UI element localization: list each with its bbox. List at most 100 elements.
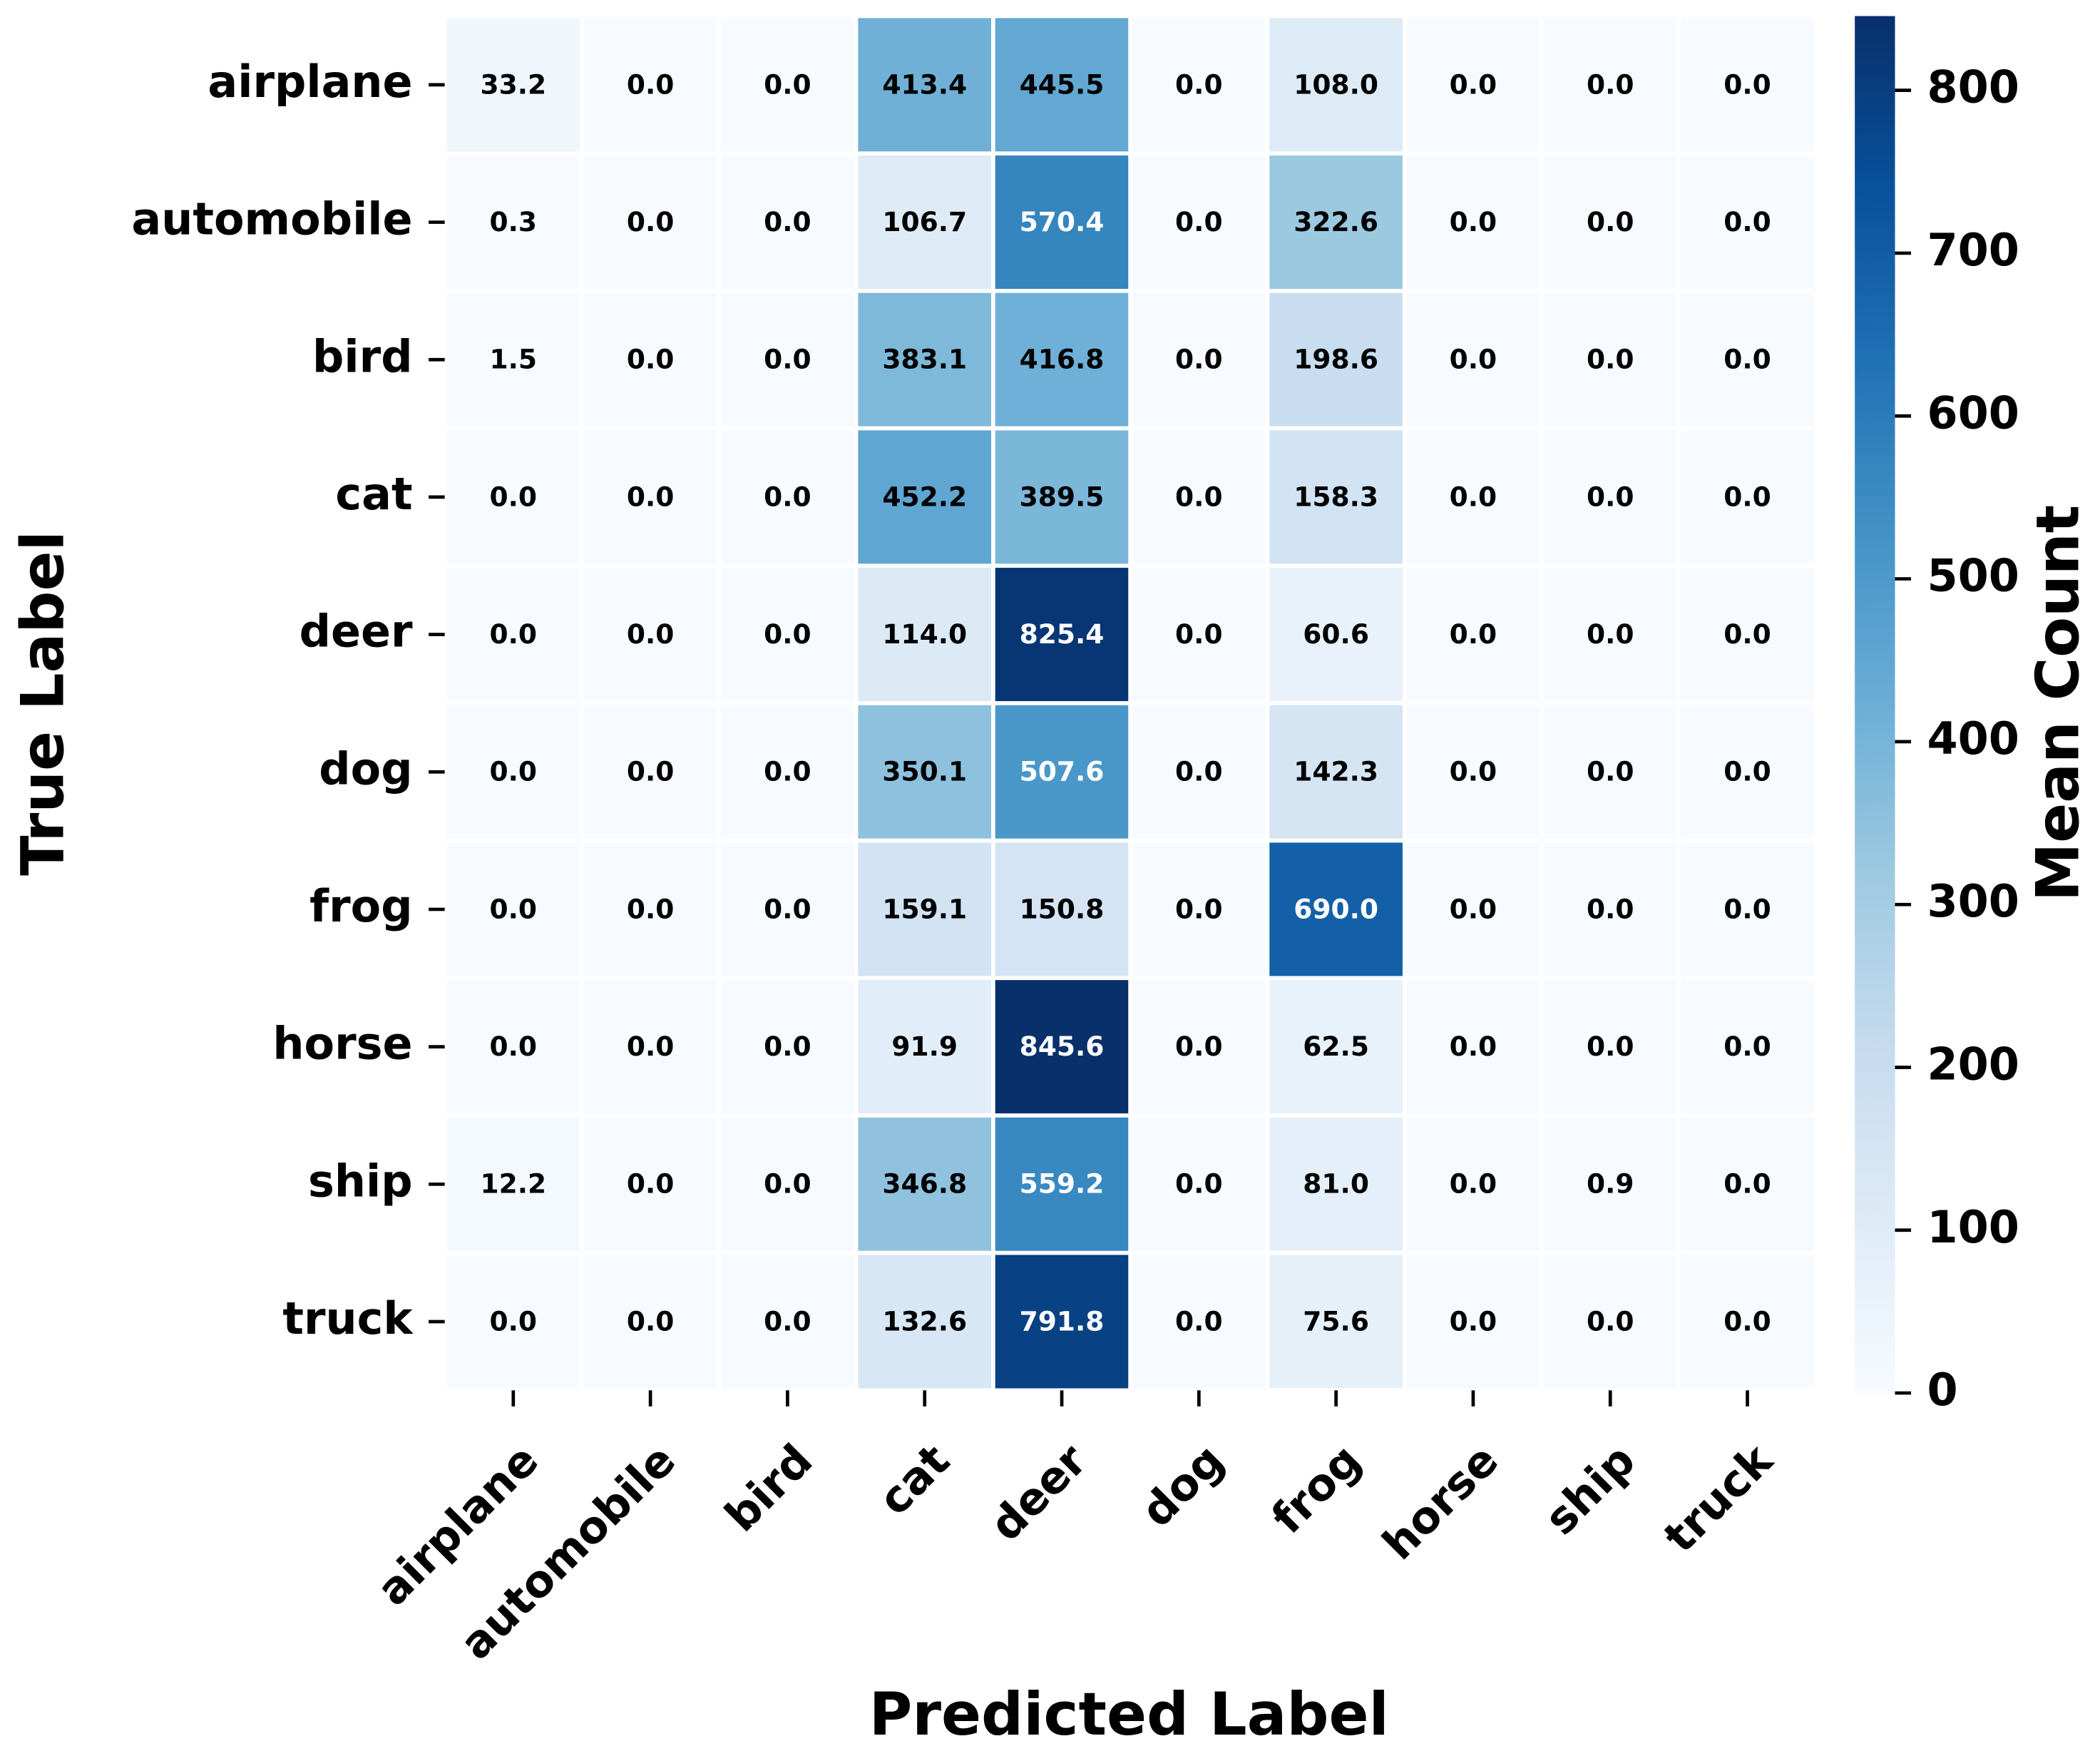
y-tick-label: automobile xyxy=(131,193,412,245)
cell-value-label: 0.0 xyxy=(1450,1031,1497,1062)
heatmap-cell xyxy=(442,1250,584,1393)
heatmap-cell xyxy=(1265,563,1407,705)
cell-value-label: 0.0 xyxy=(764,1168,811,1200)
heatmap-cell xyxy=(580,14,722,156)
heatmap-cell xyxy=(1676,976,1818,1118)
heatmap-cell xyxy=(1128,14,1270,156)
x-tick-label: deer xyxy=(980,1434,1097,1551)
cell-value-label: 33.2 xyxy=(480,68,546,100)
cell-value-label: 0.0 xyxy=(627,1305,675,1337)
colorbar-label: Mean Count xyxy=(2024,505,2093,902)
cell-value-label: 0.0 xyxy=(1175,68,1223,100)
heatmap-cell xyxy=(717,701,859,843)
heatmap-cell xyxy=(1540,976,1681,1118)
cell-value-label: 132.6 xyxy=(882,1305,967,1337)
cell-value-label: 0.0 xyxy=(1587,344,1634,375)
heatmap-cell xyxy=(1540,563,1681,705)
cell-value-label: 0.0 xyxy=(1723,1031,1771,1062)
cell-value-label: 0.0 xyxy=(1450,344,1497,375)
cell-value-label: 825.4 xyxy=(1020,618,1105,650)
heatmap-cell xyxy=(1265,976,1407,1118)
colorbar-tick-label: 200 xyxy=(1927,1038,2019,1091)
cell-value-label: 791.8 xyxy=(1020,1305,1105,1337)
heatmap-cell xyxy=(1128,1250,1270,1393)
cell-value-label: 0.0 xyxy=(627,756,675,787)
cell-value-label: 0.0 xyxy=(1587,893,1634,924)
cell-value-label: 322.6 xyxy=(1294,206,1378,238)
heatmap-cell xyxy=(1128,563,1270,705)
heatmap-cell xyxy=(1540,1250,1681,1393)
heatmap-cell xyxy=(1128,151,1270,293)
x-tick-label: horse xyxy=(1373,1434,1508,1570)
cell-value-label: 0.0 xyxy=(1175,893,1223,924)
heatmap-cell xyxy=(991,701,1132,843)
heatmap-cell xyxy=(1265,151,1407,293)
heatmap-cell xyxy=(1676,289,1818,431)
x-tick-label: frog xyxy=(1261,1434,1371,1544)
cell-value-label: 0.0 xyxy=(1175,1305,1223,1337)
cell-value-label: 0.0 xyxy=(764,1031,811,1062)
cell-value-label: 452.2 xyxy=(882,481,967,512)
cell-value-label: 0.0 xyxy=(1450,893,1497,924)
cell-value-label: 150.8 xyxy=(1020,893,1105,924)
cell-value-label: 91.9 xyxy=(891,1031,958,1062)
x-axis-label: Predicted Label xyxy=(869,1680,1389,1749)
heatmap-cell xyxy=(1540,151,1681,293)
heatmap-cell xyxy=(1540,701,1681,843)
heatmap-cell xyxy=(717,976,859,1118)
heatmap-cell xyxy=(1128,701,1270,843)
cell-value-label: 0.0 xyxy=(627,206,675,238)
cell-value-label: 0.0 xyxy=(764,618,811,650)
cell-value-label: 0.0 xyxy=(490,1031,538,1062)
cell-value-label: 198.6 xyxy=(1294,344,1378,375)
cell-value-label: 0.0 xyxy=(1587,1031,1634,1062)
cell-value-label: 60.6 xyxy=(1303,618,1369,650)
y-tick-label: bird xyxy=(312,330,413,382)
heatmap-cell xyxy=(1265,1113,1407,1255)
y-tick-label: cat xyxy=(335,468,412,520)
cell-value-label: 507.6 xyxy=(1020,756,1105,787)
cell-value-label: 158.3 xyxy=(1294,481,1378,512)
heatmap-cell xyxy=(1402,1113,1544,1255)
cell-value-label: 0.0 xyxy=(1723,1305,1771,1337)
cell-value-label: 142.3 xyxy=(1294,756,1378,787)
cell-value-label: 0.0 xyxy=(627,68,675,100)
heatmap-cell xyxy=(1676,14,1818,156)
cell-value-label: 350.1 xyxy=(882,756,967,787)
heatmap-cell xyxy=(1265,289,1407,431)
heatmap-cell xyxy=(1676,838,1818,981)
cell-value-label: 0.0 xyxy=(490,756,538,787)
cell-value-label: 416.8 xyxy=(1020,344,1105,375)
heatmap-cell xyxy=(1265,426,1407,568)
heatmap-cell xyxy=(991,1113,1132,1255)
y-tick-label: truck xyxy=(282,1292,414,1344)
cell-value-label: 0.0 xyxy=(1723,206,1771,238)
x-tick-label: truck xyxy=(1654,1433,1783,1563)
heatmap-cell xyxy=(854,976,995,1118)
heatmap-cell xyxy=(1676,563,1818,705)
cell-value-label: 0.0 xyxy=(1587,1305,1634,1337)
cell-value-label: 445.5 xyxy=(1020,68,1105,100)
x-tick-label: ship xyxy=(1535,1434,1645,1545)
heatmap-cell xyxy=(442,838,584,981)
cell-value-label: 0.0 xyxy=(1450,481,1497,512)
cell-value-label: 0.0 xyxy=(1450,618,1497,650)
heatmap-cell xyxy=(1402,14,1544,156)
cell-value-label: 0.0 xyxy=(1587,206,1634,238)
heatmap-cell xyxy=(580,976,722,1118)
cell-value-label: 0.0 xyxy=(1450,68,1497,100)
cell-value-label: 108.0 xyxy=(1294,68,1378,100)
x-tick-label: bird xyxy=(714,1434,822,1542)
y-tick-label: dog xyxy=(319,742,412,795)
cell-value-label: 0.0 xyxy=(627,344,675,375)
heatmap-cell xyxy=(1265,838,1407,981)
heatmap-cell xyxy=(854,838,995,981)
cell-value-label: 0.3 xyxy=(490,206,538,238)
heatmap-cell xyxy=(1676,151,1818,293)
heatmap-cell xyxy=(1676,1113,1818,1255)
cell-value-label: 0.0 xyxy=(1587,618,1634,650)
heatmap-cell xyxy=(1128,838,1270,981)
heatmap-cell xyxy=(991,563,1132,705)
cell-value-label: 0.0 xyxy=(1450,756,1497,787)
